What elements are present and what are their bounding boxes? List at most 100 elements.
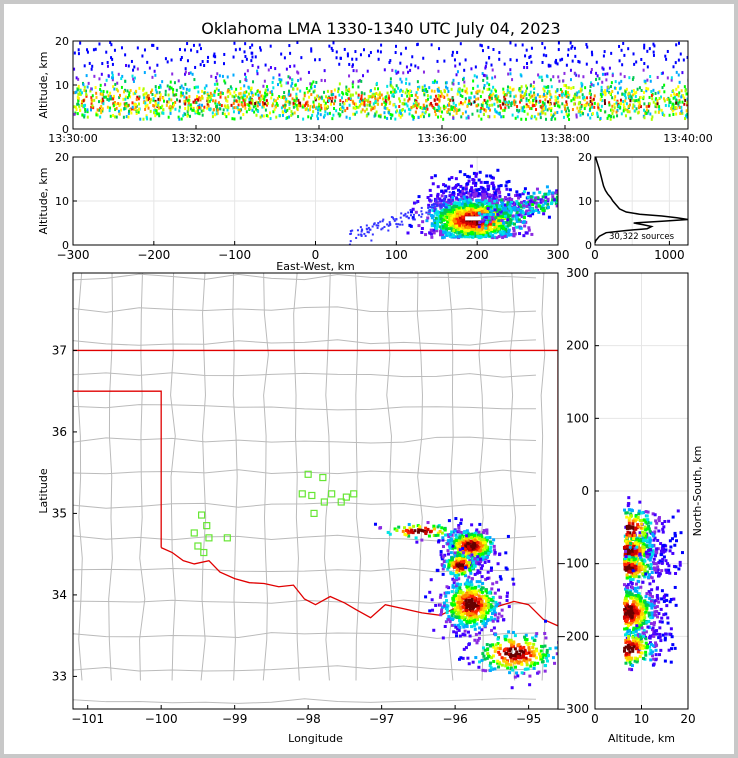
ns-xtick-label: 0: [591, 712, 599, 726]
lma-station-marker: [350, 490, 358, 498]
lma-station-marker: [205, 534, 213, 542]
lon-tick-label: −99: [222, 712, 247, 726]
map-lightning-sources: [373, 517, 558, 690]
lma-station-marker: [223, 534, 231, 542]
county-line: [509, 273, 516, 681]
ew-core-peak: [465, 216, 482, 221]
map-panel: [72, 272, 559, 710]
lma-station-marker: [319, 473, 327, 482]
hist-ytick-label: 20: [578, 151, 592, 164]
histogram-panel: [594, 156, 689, 246]
east-west-panel: [72, 156, 559, 246]
lma-station-marker: [298, 490, 306, 498]
lma-station-marker: [337, 498, 345, 506]
ns-ytick-label: −200: [556, 629, 589, 643]
north-south-sources: [622, 496, 684, 672]
ew-tick-label: −100: [218, 248, 251, 262]
ns-xlabel: Altitude, km: [608, 732, 675, 745]
ew-tick-label: −300: [57, 248, 90, 262]
time-tick-label: 13:38:00: [540, 132, 589, 145]
time-height-panel: [72, 40, 689, 130]
ns-ytick-label: −100: [556, 557, 589, 571]
red-river-border: [160, 547, 558, 627]
north-south-panel: [594, 272, 689, 710]
east-west-sources: [348, 164, 558, 245]
ns-ytick-label: −300: [556, 702, 589, 716]
lat-tick-label: 34: [52, 588, 67, 602]
hist-tick-label: 0: [591, 248, 599, 262]
lon-tick-label: −100: [145, 712, 178, 726]
county-lines: [73, 273, 547, 704]
ew-tick-label: −200: [137, 248, 170, 262]
ns-ylabel: North-South, km: [691, 446, 704, 537]
ew-tick-label: 200: [466, 248, 489, 262]
time-height-ylabel: Altitude, km: [37, 51, 50, 118]
county-line: [262, 273, 269, 681]
county-line: [73, 632, 536, 639]
lma-figure: Oklahoma LMA 1330-1340 UTC July 04, 2023…: [37, 19, 713, 745]
altitude-tick-label: 10: [55, 79, 69, 92]
lma-station-marker: [310, 509, 318, 518]
source-count-annotation: 30,322 sources: [609, 232, 675, 242]
ns-ytick-label: 300: [566, 266, 589, 280]
ns-xtick-label: 10: [634, 712, 649, 726]
time-tick-label: 13:32:00: [171, 132, 220, 145]
county-line: [73, 436, 536, 444]
county-line: [139, 273, 146, 681]
lat-tick-label: 36: [52, 425, 67, 439]
county-line: [416, 273, 423, 681]
lma-stations: [190, 470, 358, 557]
county-line: [73, 372, 536, 378]
county-line: [108, 273, 113, 681]
county-line: [73, 273, 536, 281]
time-height-sources: [73, 41, 688, 121]
map-xlabel: Longitude: [288, 732, 343, 745]
map-ylabel: Latitude: [37, 468, 50, 514]
ew-ytick-label: 0: [62, 239, 69, 252]
time-tick-label: 13:34:00: [294, 132, 343, 145]
figure-title: Oklahoma LMA 1330-1340 UTC July 04, 2023: [201, 19, 560, 38]
county-line: [232, 273, 238, 681]
ns-ytick-label: 100: [566, 411, 589, 425]
lat-tick-label: 35: [52, 506, 67, 520]
hist-ytick-label: 10: [578, 195, 592, 208]
lma-station-marker: [194, 542, 202, 550]
lma-station-marker: [342, 493, 350, 501]
lma-station-marker: [308, 491, 316, 500]
lat-tick-label: 37: [52, 343, 67, 357]
lon-tick-label: −98: [295, 712, 320, 726]
county-line: [200, 273, 207, 681]
lma-station-marker: [203, 522, 211, 530]
ew-tick-label: 100: [385, 248, 408, 262]
altitude-tick-label: 0: [62, 123, 69, 136]
lma-station-marker: [197, 511, 206, 519]
county-line: [73, 306, 536, 313]
county-line: [73, 339, 536, 346]
county-line: [73, 404, 536, 411]
ew-tick-label: 0: [312, 248, 320, 262]
county-line: [73, 502, 536, 509]
ew-ytick-label: 20: [55, 151, 69, 164]
lma-station-marker: [328, 490, 336, 498]
time-tick-label: 13:36:00: [417, 132, 466, 145]
county-line: [73, 665, 536, 672]
time-tick-label: 13:40:00: [663, 132, 712, 145]
panhandle-border: [73, 390, 162, 548]
ew-xlabel: East-West, km: [276, 260, 354, 273]
hist-ytick-label: 0: [585, 239, 592, 252]
lon-tick-label: −95: [516, 712, 541, 726]
lon-tick-label: −96: [442, 712, 467, 726]
ns-ytick-label: 200: [566, 339, 589, 353]
lma-station-marker: [190, 529, 198, 537]
county-line: [73, 469, 536, 475]
ew-ytick-label: 10: [55, 195, 69, 208]
county-line: [386, 273, 393, 681]
county-line: [540, 273, 547, 681]
ew-tick-label: 300: [547, 248, 570, 262]
map-axes-frame: [72, 272, 559, 710]
ns-ytick-label: 0: [581, 484, 589, 498]
county-line: [354, 273, 362, 681]
county-line: [77, 273, 83, 681]
county-line: [73, 698, 536, 704]
lma-station-marker: [200, 548, 208, 557]
